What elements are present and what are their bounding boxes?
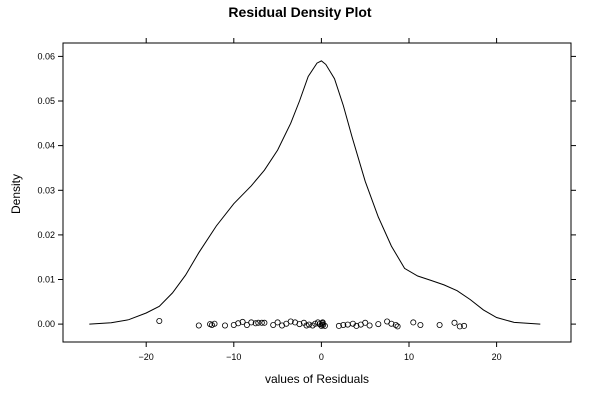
residual-point [306,321,313,328]
residual-point [451,319,458,326]
density-series [89,60,541,325]
residual-point [392,321,399,328]
residual-point [296,321,303,328]
residual-point [321,322,328,329]
residual-points [156,317,468,330]
residual-point [340,321,347,328]
plot-frame [62,42,572,343]
residual-point [456,323,463,330]
residual-point [375,321,382,328]
residual-point [274,319,281,326]
y-tick-label: 0.06 [37,51,55,61]
residual-point [261,319,268,326]
y-tick-label: 0.01 [37,275,55,285]
residual-point [436,321,443,328]
residual-point [394,323,401,330]
residual-point [316,321,323,328]
x-tick-label: −20 [139,352,154,362]
y-tick-label: 0.05 [37,96,55,106]
residual-point [239,318,246,325]
residual-point [195,322,202,329]
residual-point [258,319,265,326]
residual-point [235,320,242,327]
chart-title: Residual Density Plot [228,4,371,20]
residual-point [335,322,342,329]
axis-ticks: −20 −10 0 10 20 0.00 0.01 0.02 0.03 0.04 0.05 0.06 [37,38,576,362]
residual-point [388,320,395,327]
x-axis-label: values of Residuals [265,372,369,386]
residual-point [255,319,262,326]
residual-point [366,322,373,329]
residual-point [461,322,468,329]
residual-point [211,320,218,327]
y-tick-label: 0.04 [37,141,55,151]
residual-point [248,319,255,326]
residual-point [252,320,259,327]
x-tick-label: 10 [404,352,414,362]
residual-point [270,321,277,328]
x-tick-label: 20 [492,352,502,362]
y-tick-label: 0.02 [37,230,55,240]
residual-point [287,318,294,325]
y-tick-label: 0.03 [37,185,55,195]
residual-point [303,322,310,329]
residual-point [417,321,424,328]
residual-point [221,322,228,329]
residual-point [156,317,163,324]
x-tick-label: −10 [226,352,241,362]
residual-point [362,319,369,326]
residual-point [410,319,417,326]
density-curve [89,60,541,325]
residual-point [243,321,250,328]
residual-point [353,322,360,329]
x-tick-label: 0 [319,352,324,362]
y-axis-label: Density [9,174,23,214]
y-tick-label: 0.00 [37,319,55,329]
